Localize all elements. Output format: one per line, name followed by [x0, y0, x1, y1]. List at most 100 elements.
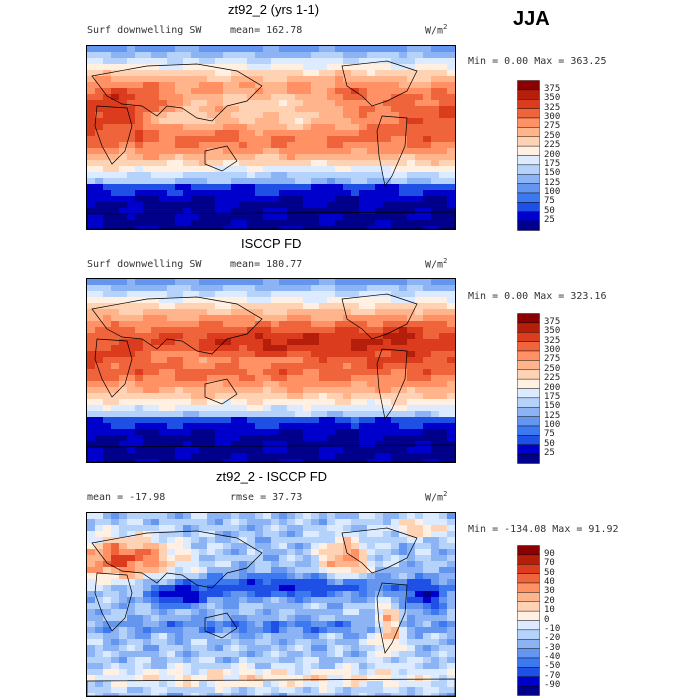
panel-title: ISCCP FD	[241, 236, 302, 251]
colorbar-bar	[517, 313, 540, 464]
map-panel	[86, 45, 456, 230]
colorbar-tick-label: 325	[544, 335, 561, 346]
colorbar-swatch	[517, 164, 540, 175]
colorbar-tick-label: 70	[544, 558, 555, 569]
colorbar-swatch	[517, 183, 540, 194]
colorbar-swatch	[517, 545, 540, 556]
colorbar-tick-label: 225	[544, 140, 561, 151]
colorbar-tick-label: 275	[544, 354, 561, 365]
colorbar-swatch	[517, 89, 540, 100]
colorbar-swatch	[517, 416, 540, 427]
panel-title: zt92_2 - ISCCP FD	[216, 469, 328, 484]
mean-label: mean= 180.77	[230, 259, 303, 270]
colorbar-tick-label: 20	[544, 595, 555, 606]
colorbar-swatch	[517, 369, 540, 380]
variable-label: Surf downwelling SW	[87, 259, 202, 270]
colorbar-swatch	[517, 601, 540, 612]
colorbar-tick-label: 10	[544, 605, 555, 616]
rmse-label: rmse = 37.73	[230, 492, 303, 503]
colorbar-tick-label: 100	[544, 187, 561, 197]
colorbar-swatch	[517, 407, 540, 417]
colorbar-tick-label: 350	[544, 93, 561, 104]
colorbar-swatch	[517, 350, 540, 361]
colorbar-tick-label: -20	[544, 633, 561, 644]
colorbar-tick-label: 175	[544, 158, 561, 169]
map-panel	[86, 512, 456, 697]
variable-label: Surf downwelling SW	[87, 25, 202, 36]
colorbar-tick-label: -10	[544, 623, 561, 634]
colorbar-swatch	[517, 136, 540, 147]
colorbar-swatch	[517, 453, 540, 464]
colorbar-tick-label: 75	[544, 429, 555, 440]
colorbar-tick-label: 325	[544, 102, 561, 113]
colorbar-tick-label: -70	[544, 670, 561, 681]
colorbar-swatch	[517, 582, 540, 593]
colorbar-swatch	[517, 444, 540, 455]
season-label: JJA	[513, 8, 550, 30]
colorbar-tick-label: 50	[544, 205, 555, 216]
colorbar-tick-label: 350	[544, 326, 561, 337]
colorbar-swatch	[517, 192, 540, 203]
colorbar-swatch	[517, 648, 540, 659]
colorbar-tick-label: 375	[544, 83, 561, 94]
colorbar-swatch	[517, 435, 540, 445]
colorbar-swatch	[517, 388, 540, 399]
colorbar-tick-label: 40	[544, 577, 555, 587]
colorbar-swatch	[517, 639, 540, 649]
map-field	[87, 46, 455, 229]
map-panel	[86, 278, 456, 463]
colorbar-swatch	[517, 313, 540, 324]
colorbar-swatch	[517, 155, 540, 166]
colorbar-tick-label: 225	[544, 373, 561, 384]
colorbar-swatch	[517, 620, 540, 631]
colorbar-swatch	[517, 145, 540, 156]
colorbar-tick-label: -40	[544, 652, 561, 662]
colorbar-swatch	[517, 676, 540, 687]
colorbar-tick-label: 200	[544, 149, 561, 160]
colorbar-swatch	[517, 564, 540, 574]
colorbar-swatch	[517, 657, 540, 668]
units-label: W/m2	[425, 490, 448, 504]
colorbar-swatch	[517, 99, 540, 109]
colorbar-tick-label: 125	[544, 410, 561, 421]
colorbar-swatch	[517, 202, 540, 212]
colorbar-swatch	[517, 341, 540, 352]
colorbar-tick-label: 50	[544, 438, 555, 449]
colorbar-swatch	[517, 220, 540, 231]
colorbar-tick-label: 200	[544, 382, 561, 393]
colorbar-tick-label: 50	[544, 567, 555, 578]
colorbar-tick-label: -50	[544, 661, 561, 672]
colorbar-swatch	[517, 360, 540, 370]
map-field	[87, 513, 455, 696]
colorbar-tick-label: 125	[544, 177, 561, 188]
colorbar-tick-label: 300	[544, 345, 561, 355]
colorbar-swatch	[517, 554, 540, 565]
min-max-label: Min = 0.00 Max = 323.16	[468, 291, 607, 302]
colorbar-tick-label: 250	[544, 363, 561, 374]
units-label: W/m2	[425, 23, 448, 37]
map-field	[87, 279, 455, 462]
colorbar-tick-label: 90	[544, 548, 555, 559]
colorbar-tick-label: 75	[544, 196, 555, 207]
colorbar-tick-label: 25	[544, 448, 555, 459]
colorbar-swatch	[517, 108, 540, 119]
colorbar-tick-label: 250	[544, 130, 561, 141]
colorbar-swatch	[517, 629, 540, 640]
colorbar-tick-label: 25	[544, 215, 555, 226]
colorbar-bar	[517, 80, 540, 231]
colorbar-swatch	[517, 174, 540, 184]
colorbar-swatch	[517, 117, 540, 128]
colorbar-tick-label: -30	[544, 642, 561, 653]
colorbar-swatch	[517, 425, 540, 436]
colorbar-tick-label: 150	[544, 168, 561, 179]
colorbar-tick-label: -90	[544, 680, 561, 691]
colorbar-tick-label: 175	[544, 391, 561, 402]
colorbar-bar	[517, 545, 540, 696]
colorbar-tick-label: 150	[544, 401, 561, 412]
colorbar-tick-label: 275	[544, 121, 561, 132]
colorbar-tick-label: 30	[544, 586, 555, 597]
colorbar-swatch	[517, 667, 540, 677]
mean-label: mean= 162.78	[230, 25, 303, 36]
colorbar-swatch	[517, 211, 540, 222]
colorbar-swatch	[517, 378, 540, 389]
